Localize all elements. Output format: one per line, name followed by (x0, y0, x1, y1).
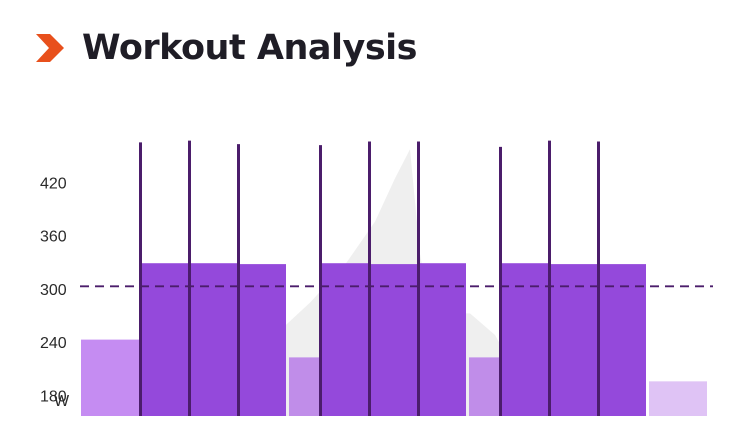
bar-work-6 (322, 263, 368, 416)
bar-work-2 (142, 263, 188, 416)
header: Workout Analysis (36, 24, 417, 72)
page-title: Workout Analysis (82, 28, 417, 68)
y-tick-label: 180 (40, 388, 67, 405)
bar-recovery-9 (469, 357, 499, 416)
y-tick-label: 360 (40, 229, 67, 246)
bar-work-4 (240, 264, 286, 416)
bar-recovery-5 (289, 357, 319, 416)
y-tick-label: 300 (40, 282, 67, 299)
bar-cooldown-13 (649, 381, 707, 416)
bar-work-8 (420, 263, 466, 416)
y-axis-unit: W (54, 393, 70, 410)
bar-work-7 (371, 264, 417, 416)
bar-work-10 (502, 263, 548, 416)
logo-chevron (36, 34, 64, 62)
bar-work-12 (600, 264, 646, 416)
bar-work-11 (551, 264, 597, 416)
y-tick-label: 420 (40, 175, 67, 192)
bar-work-3 (191, 263, 237, 416)
chevron-right-icon (36, 34, 64, 62)
y-tick-label: 240 (40, 335, 67, 352)
bar-warmup-1 (81, 339, 139, 416)
